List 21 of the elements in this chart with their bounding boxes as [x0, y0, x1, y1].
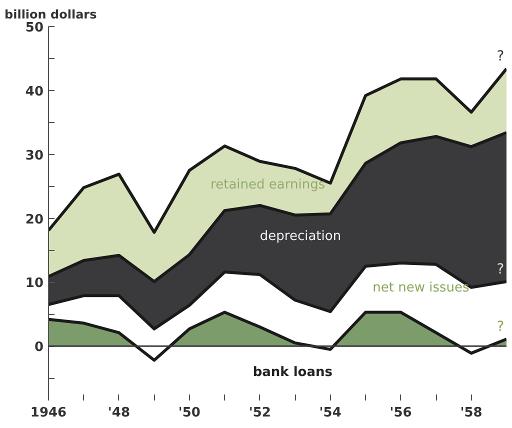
series-label: retained earnings: [210, 177, 326, 192]
x-tick-label: '56: [390, 406, 412, 420]
x-tick-label: 1946: [30, 406, 67, 420]
annotation: ?: [496, 48, 504, 65]
y-tick-label: 40: [25, 84, 44, 100]
y-tick-label: 20: [25, 212, 44, 228]
annotation: ?: [496, 262, 504, 278]
annotation: ?: [496, 319, 504, 336]
y-tick-label: 50: [25, 20, 44, 36]
x-tick-label: '48: [108, 406, 130, 420]
y-axis-title: billion dollars: [4, 8, 97, 22]
series-label: bank loans: [252, 365, 333, 380]
y-tick-label: 0: [34, 340, 44, 356]
x-tick-label: '54: [319, 406, 342, 420]
series-label: depreciation: [260, 229, 342, 244]
y-tick-label: 30: [25, 148, 44, 164]
x-tick-label: '50: [178, 406, 200, 420]
series-label: net new issues: [372, 280, 470, 296]
y-tick-label: 10: [25, 276, 44, 292]
x-tick-label: '58: [460, 406, 482, 420]
x-tick-label: '52: [248, 406, 271, 420]
